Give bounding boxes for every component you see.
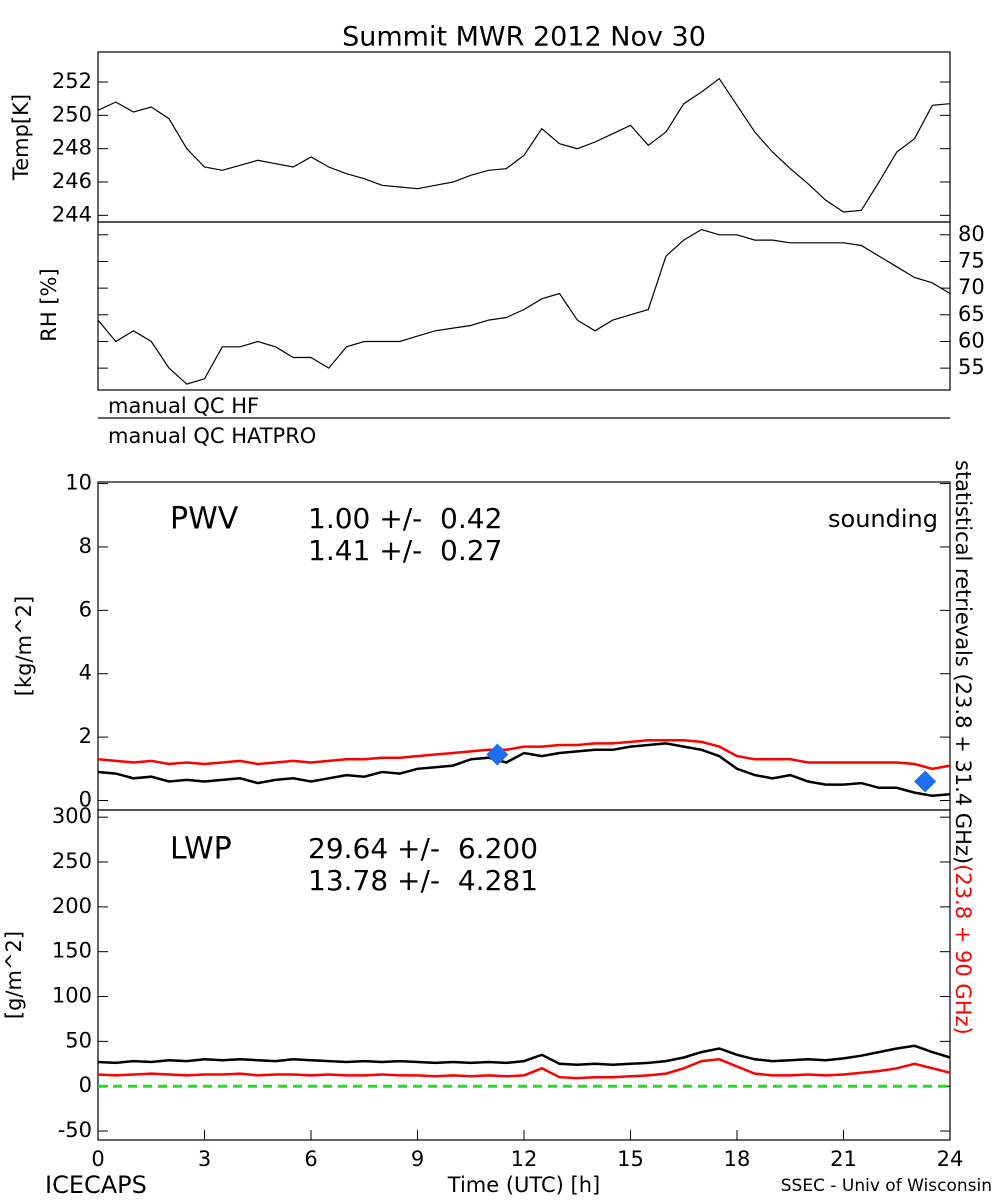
y-tick-label: 0 [79,787,92,811]
y-tick-label: -50 [58,1118,92,1142]
data-line [97,1058,951,1080]
y-tick-label: 65 [958,302,985,326]
stat-text: 1.00 +/- 0.42 [308,502,502,535]
y-tick-label: 248 [52,136,92,160]
y-tick-label: 60 [958,328,985,352]
data-line [97,228,951,385]
y-tick-label: 75 [958,248,985,272]
panel-label: PWV [170,502,239,537]
legend-entry: sounding [828,505,938,533]
y-tick-label: 4 [79,661,92,685]
x-tick-label: 15 [617,1147,644,1171]
x-tick-label: 6 [304,1147,317,1171]
x-tick-label: 24 [937,1147,964,1171]
y-tick-label: 100 [52,984,92,1008]
x-tick-label: 12 [511,1147,538,1171]
qc-flag: manual QC HF [108,394,259,418]
stat-text: 13.78 +/- 4.281 [308,864,538,897]
y-axis-label: RH [%] [37,268,61,341]
y-tick-label: 244 [52,202,92,226]
y-tick-label: 50 [65,1028,92,1052]
x-tick-label: 0 [91,1147,104,1171]
sounding-marker [914,770,937,793]
y-tick-label: 246 [52,169,92,193]
vertical-legend: statistical retrievals (23.8 + 31.4 GHz)… [951,460,975,1035]
y-tick-label: 2 [79,724,92,748]
data-line [97,739,951,771]
chart-title: Summit MWR 2012 Nov 30 [342,22,706,53]
y-tick-label: 252 [52,69,92,93]
y-tick-label: 250 [52,102,92,126]
sounding-marker [486,743,509,766]
y-tick-label: 6 [79,597,92,621]
plot-frame [97,221,951,391]
y-tick-label: 0 [79,1073,92,1097]
stat-text: 1.41 +/- 0.27 [308,534,502,567]
data-line [97,742,951,797]
y-tick-label: 70 [958,275,985,299]
y-tick-label: 150 [52,939,92,963]
stat-text: 29.64 +/- 6.200 [308,832,538,865]
x-tick-label: 18 [724,1147,751,1171]
y-axis-label: [g/m^2] [2,931,26,1019]
y-tick-label: 10 [65,471,92,495]
y-tick-label: 55 [958,355,985,379]
x-tick-label: 3 [198,1147,211,1171]
footer-left: ICECAPS [45,1171,147,1199]
legend-entry: (23.8 + 90 GHz) [951,864,975,1035]
data-line [97,1044,951,1066]
y-tick-label: 8 [79,534,92,558]
y-axis-label: [kg/m^2] [12,596,36,696]
y-axis-label: Temp[K] [9,94,33,181]
y-tick-label: 300 [52,804,92,828]
qc-flag: manual QC HATPRO [108,424,316,448]
x-tick-label: 21 [830,1147,857,1171]
footer-right: SSEC - Univ of Wisconsin [781,1176,992,1196]
x-tick-label: 9 [411,1147,424,1171]
legend-entry: statistical retrievals (23.8 + 31.4 GHz) [951,460,975,864]
y-tick-label: 250 [52,849,92,873]
y-tick-label: 80 [958,222,985,246]
y-tick-label: 200 [52,894,92,918]
panel-label: LWP [170,832,232,867]
data-line [97,77,951,213]
x-axis-label: Time (UTC) [h] [447,1173,600,1197]
